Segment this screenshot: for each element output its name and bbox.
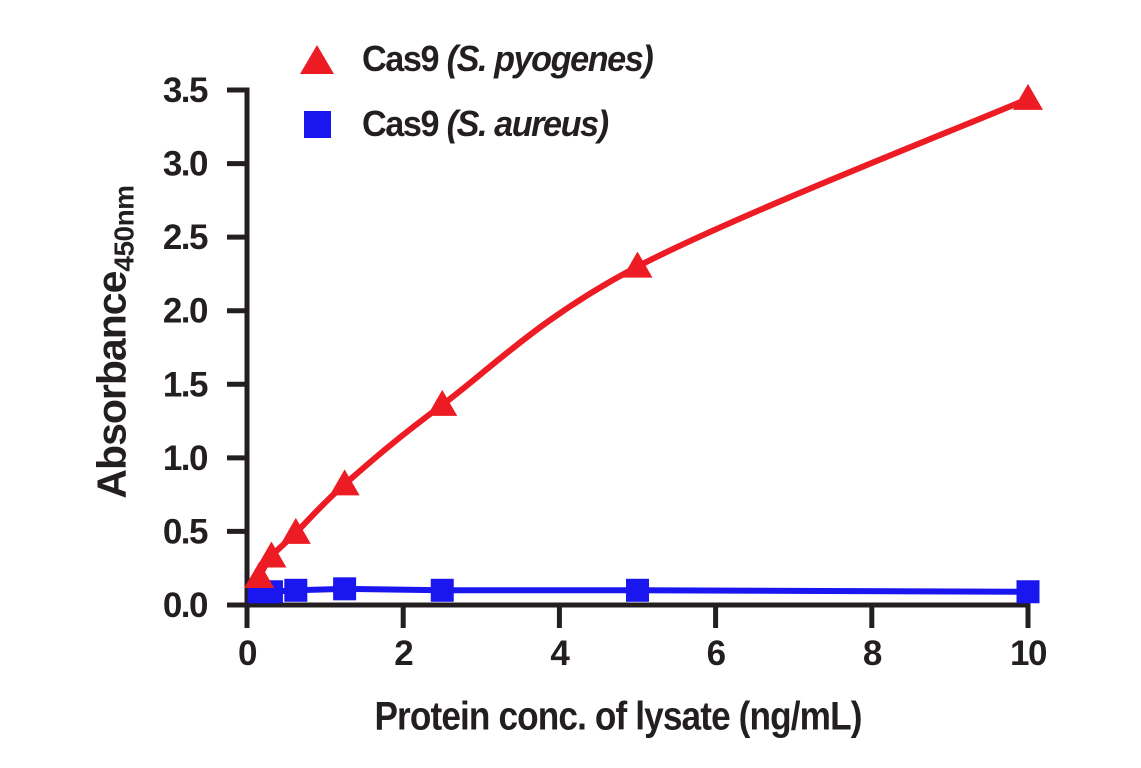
legend-item-pyogenes: Cas9 (S. pyogenes) <box>296 34 668 84</box>
triangle-marker-icon <box>300 44 334 74</box>
y-axis-title: Absorbance450nm <box>88 185 140 499</box>
y-tick-label: 2.5 <box>163 218 208 257</box>
data-point-triangle <box>622 251 653 278</box>
series-strain: (S. pyogenes) <box>446 38 654 79</box>
y-tick-label: 2.0 <box>163 292 208 331</box>
x-tick-label: 2 <box>394 634 413 673</box>
x-tick-label: 8 <box>863 634 882 673</box>
data-point-triangle <box>329 469 360 496</box>
x-tick-label: 10 <box>1010 634 1047 673</box>
x-tick-label: 0 <box>238 634 257 673</box>
legend-item-aureus: Cas9 (S. aureus) <box>296 99 668 149</box>
y-tick-label: 3.5 <box>163 71 208 110</box>
series-name: Cas9 <box>362 38 439 79</box>
data-point-square <box>626 578 649 602</box>
y-tick-label: 1.5 <box>163 365 208 404</box>
data-point-square <box>333 577 357 601</box>
series-line-0 <box>256 95 1031 581</box>
data-point-triangle <box>280 517 311 544</box>
legend: Cas9 (S. pyogenes) Cas9 (S. aureus) <box>296 34 668 149</box>
data-point-square <box>284 578 308 602</box>
legend-label: Cas9 (S. pyogenes) <box>362 38 654 80</box>
y-tick-label: 0.5 <box>163 512 208 551</box>
data-point-square <box>430 578 454 602</box>
square-marker-icon <box>303 110 331 138</box>
y-tick-label: 1.0 <box>163 439 208 478</box>
x-tick-label: 4 <box>550 634 570 673</box>
data-point-triangle <box>1013 83 1043 110</box>
series-name: Cas9 <box>362 103 439 144</box>
y-axis-title-subscript: 450nm <box>108 185 140 272</box>
x-axis-title: Protein conc. of lysate (ng/mL) <box>374 694 862 739</box>
data-point-triangle <box>256 541 287 568</box>
legend-label: Cas9 (S. aureus) <box>362 103 609 145</box>
series-strain: (S. aureus) <box>446 103 609 144</box>
y-tick-label: 3.0 <box>163 145 208 184</box>
data-point-triangle <box>244 562 275 589</box>
data-point-triangle <box>427 389 458 416</box>
y-tick-label: 0.0 <box>163 586 208 625</box>
x-tick-label: 6 <box>707 634 726 673</box>
data-point-square <box>1016 580 1040 604</box>
